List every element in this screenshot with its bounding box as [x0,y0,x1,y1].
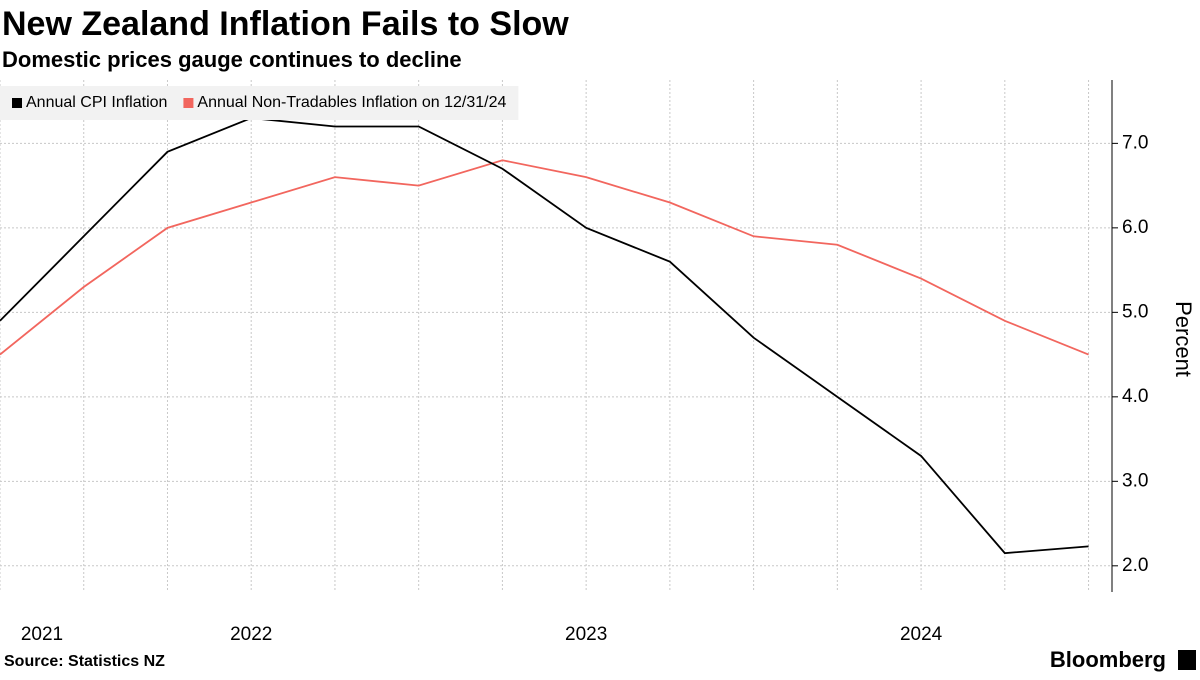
x-tick-label: 2022 [230,624,272,645]
legend-swatch [183,98,194,108]
legend-label: Annual Non-Tradables Inflation on 12/31/… [197,94,506,111]
plot-area: 2.0 3.0 4.0 5.0 6.0 7.0 2021 2022 2023 2024 [0,80,1148,645]
series-line [0,159,1089,356]
legend-background [0,86,519,120]
brand-icon [1178,650,1196,670]
legend-swatch [12,98,22,108]
y-tick-label: 5.0 [1122,301,1148,322]
legend: Annual CPI Inflation Annual Non-Tradables… [0,86,519,120]
x-tick-label: 2023 [565,624,607,645]
y-tick-label: 4.0 [1122,386,1148,407]
y-tick-label: 3.0 [1122,470,1148,491]
chart-subtitle: Domestic prices gauge continues to decli… [2,47,462,72]
x-tick-label: 2024 [900,624,943,645]
y-tick-label: 7.0 [1122,132,1148,153]
chart-title: New Zealand Inflation Fails to Slow [2,5,569,43]
legend-label: Annual CPI Inflation [26,94,167,111]
y-tick-label: 6.0 [1122,217,1148,238]
brand: Bloomberg [1050,647,1166,672]
x-tick-label: 2021 [21,624,63,645]
series-line [0,117,1089,555]
y-axis-label: Percent [1171,301,1196,377]
y-tick-label: 2.0 [1122,555,1148,576]
source: Source: Statistics NZ [4,653,165,670]
